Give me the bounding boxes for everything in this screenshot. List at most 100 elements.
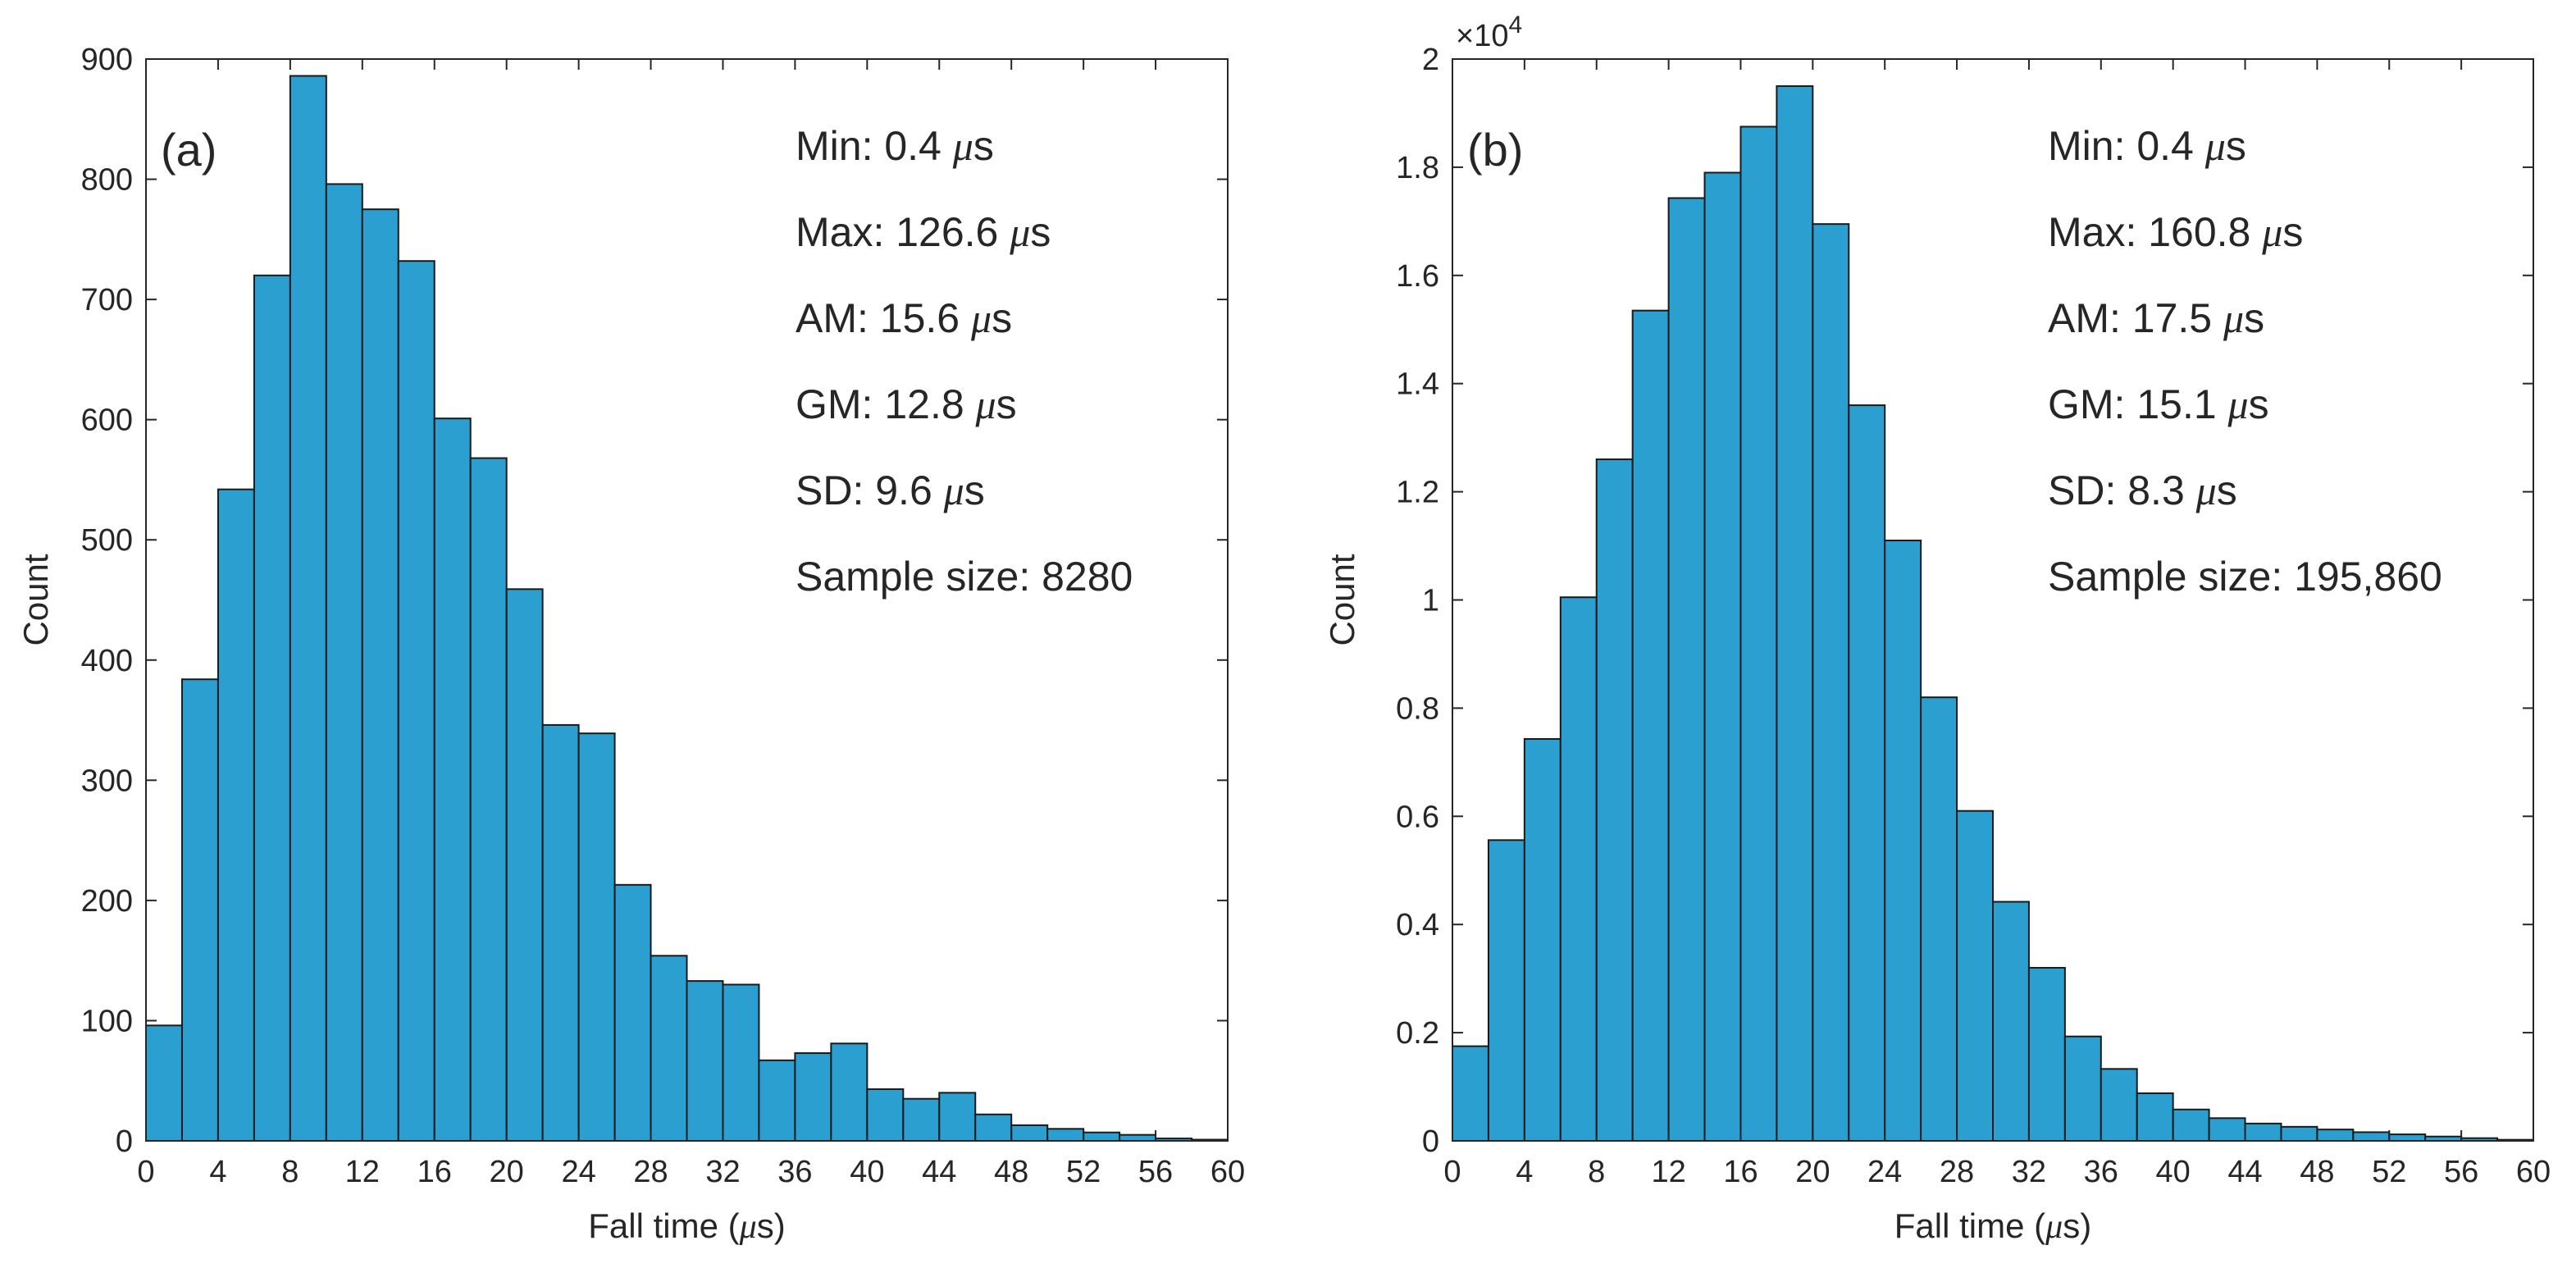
histogram-bar [1739,125,1778,1142]
histogram-bar [180,678,219,1142]
y-tick-label: 0 [116,1124,133,1159]
histogram-bar [974,1113,1013,1142]
x-tick-label: 44 [2227,1155,2262,1189]
histogram-bar [1083,1131,1121,1142]
y-tick-label: 1.8 [1396,151,1439,185]
x-tick-label: 40 [2156,1155,2191,1189]
histogram-bar [2208,1117,2246,1142]
histogram-bar [758,1059,796,1142]
histogram-bar [938,1092,977,1142]
x-tick-label: 24 [1867,1155,1902,1189]
chart-panel-b: 0 4 8 12 16 20 24 28 32 36 40 44 48 52 56 6000.20.40.60… [1323,11,2551,1246]
histogram-bar [1452,1045,1489,1142]
stat-annotation: Max: 126.6 μs [796,209,1051,255]
x-tick-label: 4 [1516,1155,1533,1189]
y-tick-label: 0.6 [1396,800,1439,834]
x-tick-label: 0 [137,1155,154,1189]
histogram-bar [2244,1122,2282,1142]
histogram-bar [1920,696,1958,1142]
stat-annotation: Sample size: 8280 [796,554,1133,600]
y-tick-label: 500 [81,523,133,558]
histogram-bar [866,1088,905,1142]
axes-frame [145,58,1229,1142]
histogram-bar [1884,539,1922,1142]
x-tick-label: 8 [1588,1155,1605,1189]
y-tick-label: 0.2 [1396,1016,1439,1051]
x-tick-label: 48 [2300,1155,2334,1189]
histogram-bar [1848,404,1886,1142]
y-tick-label: 0.4 [1396,908,1439,942]
panel-label: (b) [1467,124,1523,176]
x-tick-label: 20 [1795,1155,1830,1189]
x-tick-label: 28 [1940,1155,1974,1189]
histogram-bar [2100,1068,2138,1142]
histogram-bar [1812,223,1850,1142]
y-axis-label: Count [16,554,55,645]
histogram-bar [1595,458,1634,1142]
y-exponent-label: ×104 [1456,11,1522,53]
stat-annotation: Max: 160.8 μs [2048,209,2303,255]
histogram-bar [1010,1124,1049,1142]
y-axis-label: Count [1323,554,1361,645]
x-tick-label: 36 [777,1155,812,1189]
y-tick-label: 1.6 [1396,259,1439,294]
histogram-bar [2172,1108,2210,1142]
x-tick-label: 52 [2372,1155,2406,1189]
x-tick-label: 36 [2084,1155,2118,1189]
histogram-bar [577,732,616,1142]
y-tick-label: 900 [81,43,133,77]
stat-annotation: Min: 0.4 μs [796,123,994,169]
stat-annotation: SD: 9.6 μs [796,467,985,513]
x-axis-label: Fall time (μs) [588,1206,785,1246]
histogram-bar [1776,84,1814,1142]
y-tick-label: 200 [81,884,133,919]
x-tick-label: 16 [1723,1155,1758,1189]
histogram-bar [1119,1133,1157,1142]
histogram-bar [2063,1035,2102,1142]
histogram-bar [361,208,399,1142]
y-tick-label: 2 [1422,43,1439,77]
histogram-bar [2352,1131,2391,1142]
histogram-bar [325,183,363,1142]
panel-label: (a) [161,124,217,176]
x-tick-label: 44 [922,1155,956,1189]
y-tick-label: 700 [81,283,133,317]
x-tick-label: 48 [994,1155,1028,1189]
x-tick-label: 60 [2516,1155,2551,1189]
x-tick-label: 0 [1443,1155,1461,1189]
histogram-bar [722,983,760,1142]
histogram-bar [1992,901,2030,1142]
histogram-bar [397,260,435,1142]
stat-annotation: Sample size: 195,860 [2048,554,2442,600]
y-tick-label: 100 [81,1004,133,1038]
histogram-bar [686,980,724,1142]
histogram-bar [1559,596,1598,1142]
histogram-bar [1487,839,1525,1142]
histogram-bar [650,955,688,1142]
x-tick-label: 20 [490,1155,524,1189]
x-tick-label: 52 [1066,1155,1101,1189]
x-tick-label: 32 [2012,1155,2046,1189]
histogram-bar [469,457,508,1142]
stat-annotation: SD: 8.3 μs [2048,467,2237,513]
histogram-bar [2316,1129,2355,1142]
histogram-bar [1631,309,1670,1142]
y-tick-label: 1.2 [1396,476,1439,510]
histogram-bar [2280,1125,2318,1142]
histogram-bar [830,1042,869,1142]
stat-annotation: GM: 15.1 μs [2048,381,2269,427]
y-tick-label: 800 [81,163,133,198]
y-tick-label: 1 [1422,584,1439,618]
y-tick-label: 600 [81,404,133,438]
histogram-bar [1667,197,1706,1142]
histogram-bar [902,1097,941,1142]
x-axis-label: Fall time (μs) [1894,1206,2091,1246]
histogram-bar [253,274,291,1142]
histogram-bar [1523,737,1562,1142]
y-tick-label: 400 [81,644,133,678]
histogram-bar [541,723,580,1142]
stat-annotation: GM: 12.8 μs [796,381,1017,427]
histogram-bar [145,1024,183,1142]
x-tick-label: 28 [633,1155,668,1189]
